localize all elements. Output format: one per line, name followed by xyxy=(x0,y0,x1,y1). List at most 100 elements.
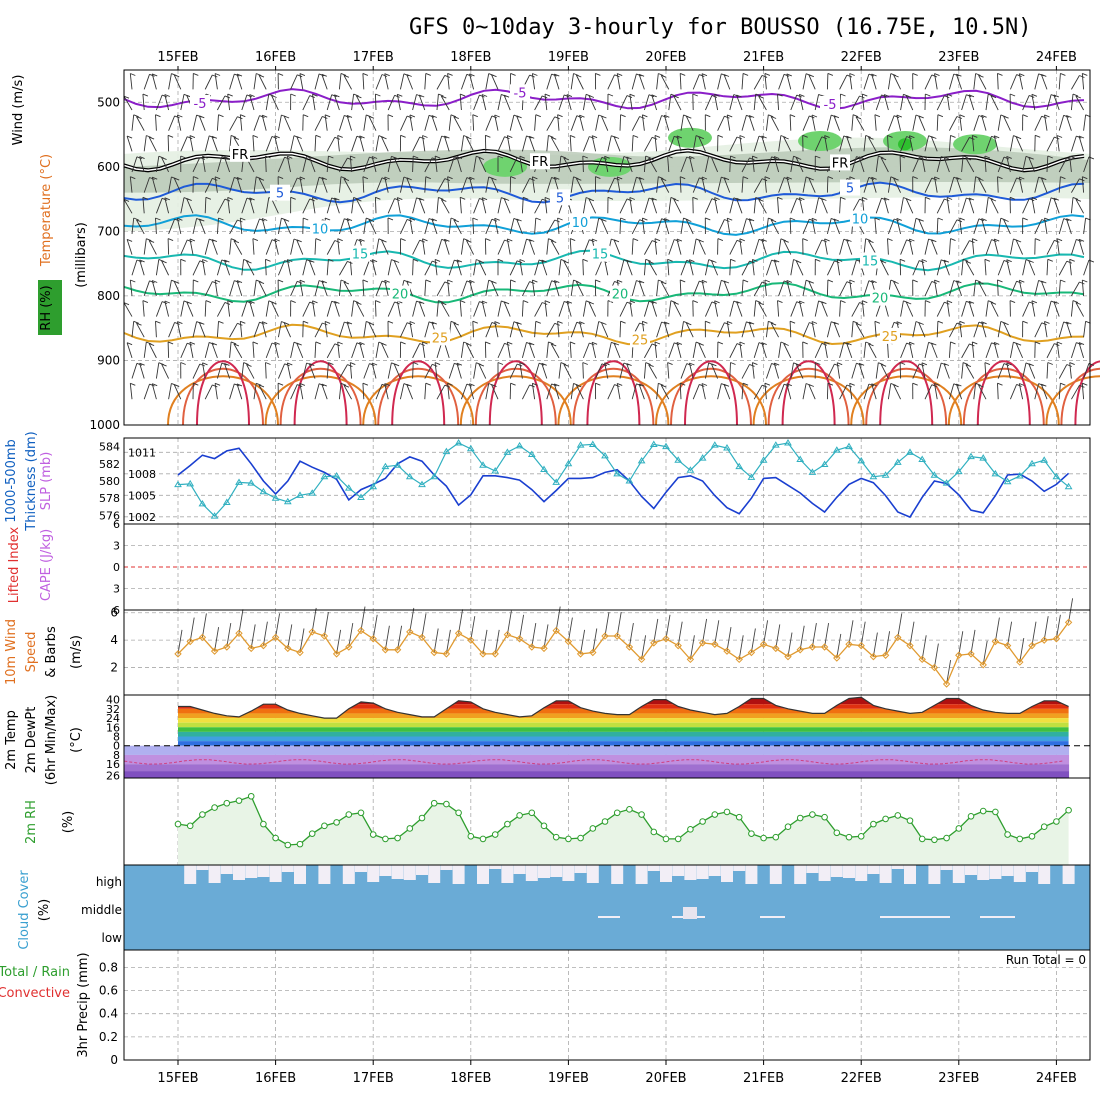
wind-barb-flag xyxy=(381,342,387,346)
wind-barb-flag xyxy=(296,342,302,346)
wind-barb-flag xyxy=(1041,219,1047,222)
wind10m-point xyxy=(381,646,390,654)
wind-barb-flag xyxy=(563,157,569,161)
rh2m-point xyxy=(357,809,365,817)
wind-barb-flag xyxy=(375,93,381,97)
wind-barb-flag xyxy=(510,176,516,180)
wind-barb-flag xyxy=(472,320,478,324)
wind-barb xyxy=(314,135,317,152)
wind-barb-flag xyxy=(258,281,265,285)
wind-barb-flag xyxy=(481,94,488,97)
wind-barb-flag xyxy=(1056,341,1063,345)
wind-barb xyxy=(265,94,270,111)
wind-barb-flag xyxy=(334,136,340,140)
wind-barb-flag xyxy=(277,382,284,386)
wind-barb-flag xyxy=(692,196,698,200)
wind-barb xyxy=(516,115,523,131)
wind-barb-flag xyxy=(274,135,280,139)
wind-barb xyxy=(619,198,628,214)
wind-barb-flag xyxy=(699,280,705,284)
slp-point xyxy=(686,466,695,473)
wind10m-point xyxy=(918,655,926,664)
wind-barb-flag xyxy=(802,134,808,138)
wind-barb xyxy=(155,362,160,379)
wind-barb xyxy=(887,135,889,152)
wind-barb-flag xyxy=(937,217,944,221)
wind-barb xyxy=(778,177,785,193)
rh2m-point xyxy=(369,831,377,838)
wind-barb-flag xyxy=(324,320,331,324)
wind-barb-flag xyxy=(299,382,306,386)
wind-barb-flag xyxy=(431,115,437,118)
wind-barb-flag xyxy=(297,177,303,181)
high-cloud-gap xyxy=(196,865,209,870)
wind-barb xyxy=(312,300,316,317)
wind-barb xyxy=(534,95,543,111)
wind-barb xyxy=(436,135,443,152)
wind-barb-flag xyxy=(199,115,205,119)
wind-barb xyxy=(936,114,939,131)
wind-barb xyxy=(729,362,731,379)
wind-barb xyxy=(961,240,970,255)
wind-barb-flag xyxy=(962,362,969,366)
wind-barb xyxy=(362,176,365,193)
wind-barb xyxy=(424,383,427,400)
wind-barb xyxy=(880,260,889,276)
wind10m-barb xyxy=(1043,616,1049,641)
wind-barb-flag xyxy=(450,114,457,118)
wind-barb xyxy=(726,321,731,338)
wind-barb xyxy=(375,177,383,193)
wind-barb xyxy=(274,238,279,255)
wind-barb xyxy=(521,384,531,400)
wind-barb-flag xyxy=(177,321,183,325)
wind-barb-flag xyxy=(1029,301,1035,305)
wind10m-barb xyxy=(726,627,732,652)
wind-barb-flag xyxy=(1031,197,1038,201)
wind-barb xyxy=(714,94,719,111)
wind-barb-flag xyxy=(297,74,303,78)
wind-barb-flag xyxy=(997,382,1003,386)
wind-barb-flag xyxy=(859,95,865,99)
wind-barb-flag xyxy=(576,281,582,285)
wind-barb xyxy=(973,176,977,193)
slp-point xyxy=(259,487,268,495)
wind-barb xyxy=(434,156,438,173)
wind-barb-flag xyxy=(620,217,626,221)
slp-point xyxy=(1040,456,1049,463)
wind10m-barb xyxy=(323,611,329,637)
wind-barb xyxy=(616,383,621,400)
wind-barb-flag xyxy=(1019,383,1025,386)
wind-barb-flag xyxy=(994,341,1000,345)
wind-barb xyxy=(253,115,260,131)
wind-barb-flag xyxy=(331,94,337,98)
wind-barb-flag xyxy=(1016,177,1022,181)
wind-barb-flag xyxy=(796,363,802,367)
wind-barb xyxy=(1071,178,1080,193)
wind-barb-flag xyxy=(893,74,899,78)
wind10m-point xyxy=(564,637,573,646)
surface-isotherm xyxy=(655,375,767,426)
wind10m-barb xyxy=(1031,621,1037,646)
wind-barb-flag xyxy=(126,342,133,346)
wind-barb xyxy=(151,177,157,193)
wind-barb xyxy=(595,260,603,276)
wind-barb-flag xyxy=(265,362,271,365)
high-cloud-gap xyxy=(367,865,380,882)
wind-barb-flag xyxy=(1056,135,1063,138)
wind10m-point xyxy=(406,628,414,636)
wind-barb-flag xyxy=(865,238,871,242)
wind-barb xyxy=(1083,363,1090,379)
wind-barb-flag xyxy=(234,383,240,387)
wind-barb-flag xyxy=(466,177,472,181)
wind-barb xyxy=(680,156,688,173)
wind-barb xyxy=(314,116,323,131)
wind-barb xyxy=(204,197,207,214)
wind-barb-flag xyxy=(497,258,504,262)
wind-barb-flag xyxy=(419,301,425,305)
wind-barb xyxy=(948,238,951,255)
wind-barb xyxy=(236,73,243,90)
rh-legend-swatch xyxy=(38,280,62,335)
wind10m-point xyxy=(332,650,341,658)
wind-barb xyxy=(491,384,499,400)
wind-barb-flag xyxy=(701,73,708,77)
